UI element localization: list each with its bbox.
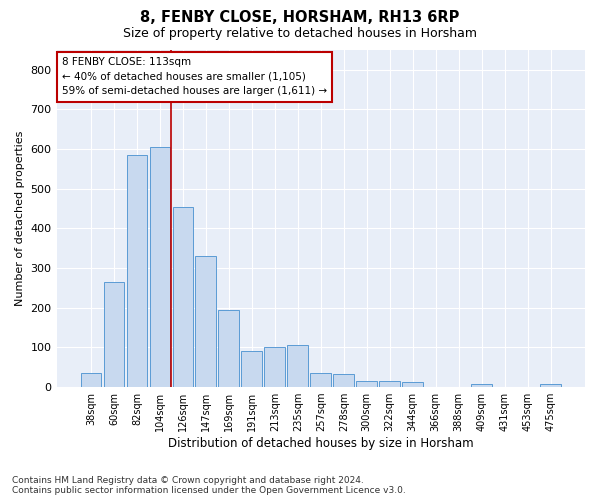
X-axis label: Distribution of detached houses by size in Horsham: Distribution of detached houses by size …	[168, 437, 473, 450]
Text: Size of property relative to detached houses in Horsham: Size of property relative to detached ho…	[123, 28, 477, 40]
Bar	[149, 147, 170, 387]
Bar	[379, 381, 400, 387]
Bar	[218, 310, 239, 387]
Bar	[80, 373, 101, 387]
Text: 8 FENBY CLOSE: 113sqm
← 40% of detached houses are smaller (1,105)
59% of semi-d: 8 FENBY CLOSE: 113sqm ← 40% of detached …	[62, 56, 327, 96]
Y-axis label: Number of detached properties: Number of detached properties	[15, 131, 25, 306]
Bar	[241, 352, 262, 387]
Bar	[540, 384, 561, 387]
Bar	[127, 155, 147, 387]
Bar	[403, 382, 423, 387]
Bar	[173, 206, 193, 387]
Bar	[334, 374, 354, 387]
Text: Contains HM Land Registry data © Crown copyright and database right 2024.
Contai: Contains HM Land Registry data © Crown c…	[12, 476, 406, 495]
Bar	[196, 256, 216, 387]
Bar	[104, 282, 124, 387]
Bar	[265, 348, 285, 387]
Bar	[287, 346, 308, 387]
Bar	[356, 381, 377, 387]
Bar	[472, 384, 492, 387]
Text: 8, FENBY CLOSE, HORSHAM, RH13 6RP: 8, FENBY CLOSE, HORSHAM, RH13 6RP	[140, 10, 460, 25]
Bar	[310, 373, 331, 387]
